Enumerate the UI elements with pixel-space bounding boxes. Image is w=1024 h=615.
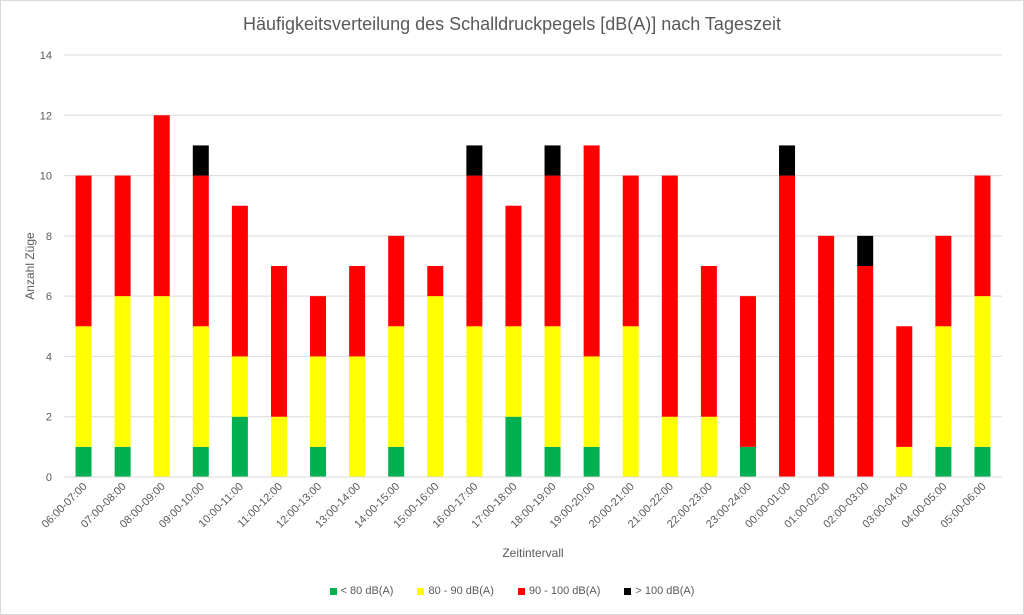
bar-segment: [661, 175, 678, 417]
bar-segment: [700, 416, 717, 477]
legend-swatch: [329, 587, 337, 595]
chart-title: Häufigkeitsverteilung des Schalldruckpeg…: [243, 14, 781, 34]
bar-segment: [896, 326, 913, 447]
bar-segment: [75, 175, 92, 327]
legend-label: > 100 dB(A): [635, 585, 695, 597]
bar-segment: [388, 326, 405, 447]
legend-item: > 100 dB(A): [624, 585, 694, 597]
bar-segment: [192, 175, 209, 327]
bar-segment: [270, 416, 287, 477]
bar-segment: [231, 416, 248, 477]
y-tick-label: 8: [46, 231, 52, 243]
bar-segment: [935, 326, 952, 447]
bar-segment: [661, 416, 678, 477]
bar-segment: [505, 205, 522, 327]
bar-segment: [114, 175, 131, 297]
bar-segment: [974, 296, 991, 447]
y-tick-label: 4: [46, 351, 52, 363]
bar-segment: [739, 446, 756, 477]
bar-segment: [310, 446, 327, 477]
bar-segment: [231, 205, 248, 357]
legend-item: < 80 dB(A): [329, 585, 394, 597]
bar-segment: [310, 296, 327, 357]
bar-segment: [583, 145, 600, 357]
bar-segment: [622, 326, 639, 477]
bar-segment: [583, 446, 600, 477]
y-tick-label: 6: [46, 291, 52, 303]
legend-item: 80 - 90 dB(A): [417, 585, 494, 597]
bar-segment: [935, 235, 952, 327]
legend-label: < 80 dB(A): [340, 585, 394, 597]
bar-segment: [270, 266, 287, 417]
bar-segment: [818, 235, 835, 477]
bar-segment: [466, 175, 483, 327]
y-tick-label: 12: [40, 110, 52, 122]
y-tick-label: 14: [40, 50, 52, 62]
legend-item: 90 - 100 dB(A): [517, 585, 601, 597]
y-tick-label: 0: [46, 472, 52, 484]
bar-segment: [974, 446, 991, 477]
bar-segment: [310, 356, 327, 447]
y-axis-title: Anzahl Züge: [23, 232, 37, 300]
bar-segment: [700, 266, 717, 417]
bar-segment: [192, 145, 209, 176]
bar-segment: [896, 446, 913, 477]
bar-segment: [114, 446, 131, 477]
legend-label: 80 - 90 dB(A): [428, 585, 494, 597]
bar-segment: [75, 326, 92, 447]
bar-segment: [427, 266, 444, 297]
bar-segment: [857, 266, 874, 477]
bar-segment: [466, 145, 483, 176]
y-tick-label: 2: [46, 412, 52, 424]
bar-segment: [935, 446, 952, 477]
bar-segment: [544, 326, 561, 447]
bar-segment: [114, 296, 131, 447]
bar-segment: [349, 356, 366, 477]
bar-segment: [544, 145, 561, 176]
bar-segment: [857, 235, 874, 266]
legend-swatch: [417, 587, 425, 595]
bar-segment: [153, 296, 170, 477]
bar-segment: [974, 175, 991, 297]
legend-swatch: [517, 587, 525, 595]
bar-segment: [505, 416, 522, 477]
bar-segment: [349, 266, 366, 357]
bar-segment: [544, 446, 561, 477]
bar-segment: [544, 175, 561, 327]
x-axis-title: Zeitintervall: [502, 546, 563, 560]
bar-segment: [622, 175, 639, 327]
bar-segment: [153, 115, 170, 297]
bar-segment: [505, 326, 522, 417]
bar-segment: [231, 356, 248, 417]
bar-segment: [739, 296, 756, 447]
bar-segment: [192, 326, 209, 447]
bar-segment: [388, 446, 405, 477]
bar-segment: [779, 175, 796, 478]
bar-segment: [75, 446, 92, 477]
bar-segment: [427, 296, 444, 477]
bar-segment: [388, 235, 405, 327]
legend-swatch: [624, 587, 632, 595]
y-tick-label: 10: [40, 171, 52, 183]
bar-segment: [583, 356, 600, 447]
bar-segment: [466, 326, 483, 477]
bar-segment: [192, 446, 209, 477]
bar-segment: [779, 145, 796, 176]
chart-legend: < 80 dB(A) 80 - 90 dB(A) 90 - 100 dB(A) > 1…: [0, 585, 1024, 597]
legend-label: 90 - 100 dB(A): [528, 585, 601, 597]
